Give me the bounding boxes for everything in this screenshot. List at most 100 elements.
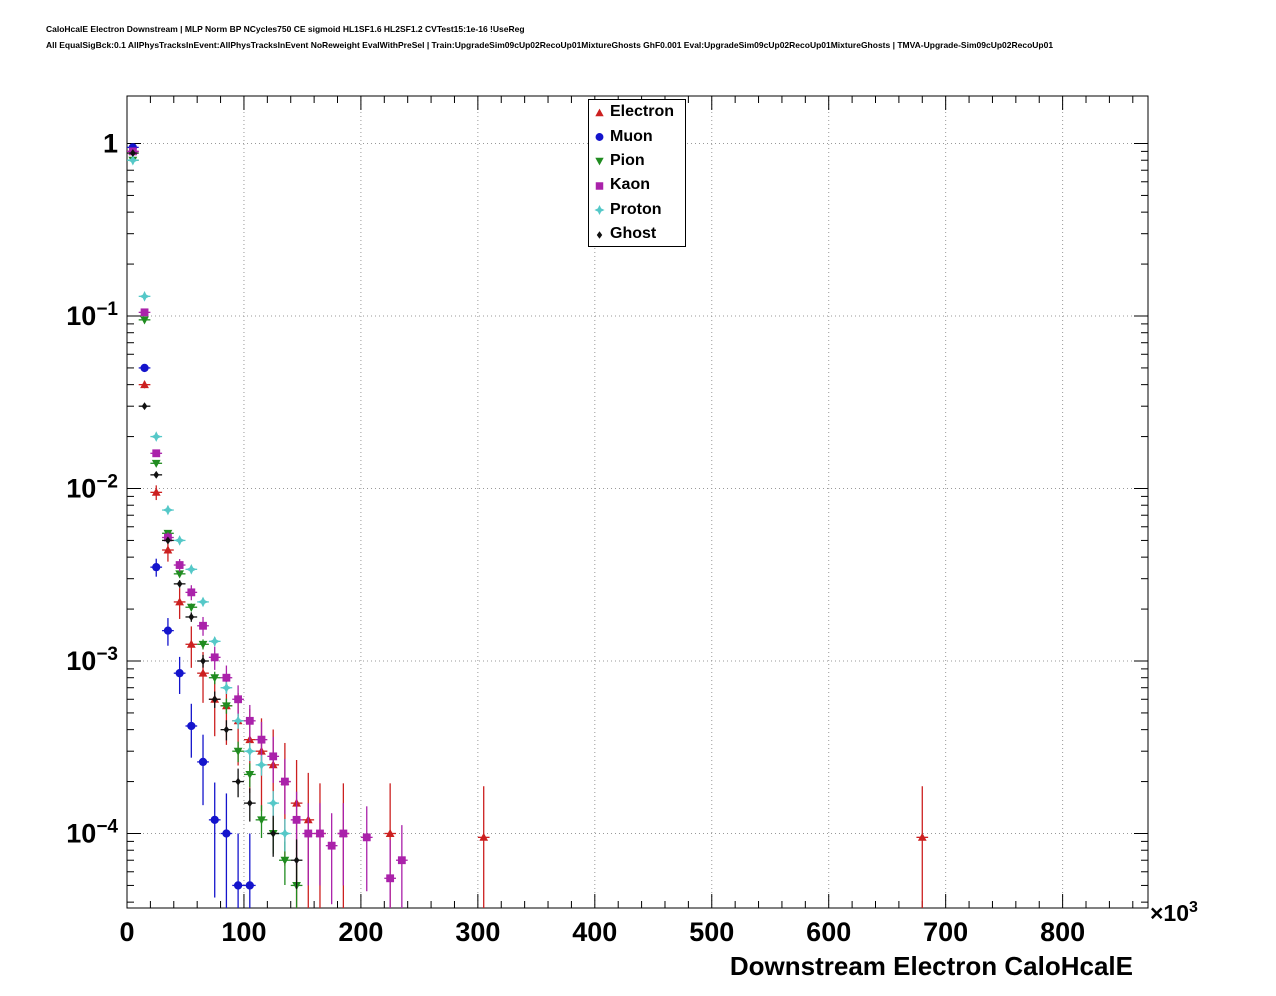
star-marker bbox=[174, 535, 185, 546]
square-marker bbox=[257, 735, 266, 744]
square-marker bbox=[269, 752, 278, 761]
circle-marker bbox=[175, 669, 184, 678]
series-proton bbox=[127, 154, 291, 852]
circle-marker bbox=[245, 881, 254, 890]
triangle-down-marker bbox=[151, 459, 161, 468]
square-marker bbox=[339, 829, 348, 838]
plot-title-line2: All EqualSigBck:0.1 AllPhysTracksInEvent… bbox=[46, 40, 1054, 50]
star-icon bbox=[594, 205, 605, 216]
circle-marker bbox=[187, 721, 196, 731]
triangle-up-icon bbox=[595, 108, 604, 116]
axis-labels: 1 10−1 10−2 10−3 10−4 0 100 200 300 400 500 600 700 8… bbox=[66, 129, 1198, 948]
triangle-up-marker bbox=[917, 832, 927, 841]
star-marker bbox=[232, 715, 244, 727]
y-tick-label: 10−2 bbox=[66, 472, 118, 504]
square-marker bbox=[362, 833, 371, 842]
triangle-down-icon bbox=[595, 158, 604, 166]
triangle-down-marker bbox=[140, 316, 149, 325]
diamond-marker bbox=[176, 579, 183, 588]
star-marker bbox=[244, 745, 256, 757]
triangle-down-marker bbox=[245, 770, 255, 780]
diamond-marker bbox=[235, 777, 241, 786]
y-tick-label: 10−3 bbox=[66, 644, 118, 676]
triangle-down-marker bbox=[175, 570, 184, 579]
square-marker bbox=[175, 561, 184, 569]
square-marker bbox=[222, 673, 231, 682]
triangle-up-marker bbox=[175, 597, 184, 606]
plot-frame bbox=[126, 95, 1149, 909]
x-axis-scale-label: ×103 bbox=[1150, 899, 1198, 926]
star-marker bbox=[256, 759, 267, 771]
star-marker bbox=[139, 291, 150, 302]
x-tick-label: 400 bbox=[572, 917, 617, 947]
triangle-down-marker bbox=[222, 702, 231, 711]
square-marker bbox=[187, 588, 196, 597]
star-marker bbox=[209, 636, 221, 647]
circle-marker bbox=[233, 881, 243, 890]
x-tick-label: 700 bbox=[923, 917, 968, 947]
circle-marker bbox=[595, 133, 604, 142]
star-marker bbox=[279, 828, 291, 839]
triangle-down-marker bbox=[233, 747, 243, 756]
legend-entry-pion: Pion bbox=[589, 149, 685, 173]
x-tick-label: 600 bbox=[806, 917, 851, 947]
circle-marker bbox=[163, 626, 173, 635]
triangle-down-marker bbox=[210, 674, 220, 683]
y-tick-label: 10−4 bbox=[66, 817, 118, 849]
x-tick-label: 0 bbox=[119, 917, 134, 947]
diamond-marker bbox=[211, 695, 218, 704]
triangle-up-marker bbox=[140, 380, 149, 389]
triangle-up-marker bbox=[151, 487, 161, 496]
legend-label: Ghost bbox=[610, 225, 657, 243]
star-marker bbox=[221, 682, 232, 694]
diamond-marker bbox=[153, 470, 160, 479]
legend-label: Electron bbox=[610, 103, 675, 121]
square-marker bbox=[304, 829, 313, 838]
diamond-marker bbox=[200, 657, 206, 665]
circle-marker bbox=[152, 563, 161, 572]
series-muon bbox=[127, 143, 256, 908]
triangle-down-marker bbox=[595, 158, 604, 166]
y-tick-label: 1 bbox=[103, 129, 118, 159]
star-marker bbox=[186, 564, 197, 575]
diamond-marker bbox=[141, 402, 148, 411]
star-marker bbox=[150, 431, 162, 442]
diamond-marker bbox=[293, 856, 300, 865]
x-tick-label: 500 bbox=[689, 917, 734, 947]
triangle-up-marker bbox=[479, 832, 489, 841]
series-ghost bbox=[127, 149, 303, 890]
triangle-up-marker bbox=[163, 545, 173, 554]
star-marker bbox=[162, 504, 174, 516]
square-marker bbox=[595, 182, 604, 190]
square-marker bbox=[316, 829, 324, 838]
square-marker bbox=[234, 695, 243, 704]
diamond-marker bbox=[165, 536, 171, 545]
legend-label: Muon bbox=[610, 127, 653, 145]
triangle-up-marker bbox=[198, 668, 208, 677]
star-marker bbox=[127, 154, 139, 166]
triangle-down-marker bbox=[280, 856, 290, 865]
diamond-marker bbox=[596, 230, 603, 239]
triangle-up-marker bbox=[385, 828, 395, 837]
triangle-up-marker bbox=[186, 639, 196, 648]
legend-entry-muon: Muon bbox=[589, 124, 685, 148]
x-tick-label: 800 bbox=[1040, 917, 1085, 947]
square-marker bbox=[327, 841, 336, 850]
square-marker bbox=[397, 856, 406, 865]
legend-entry-ghost: Ghost bbox=[589, 222, 685, 246]
plot-title-line1: CaloHcalE Electron Downstream | MLP Norm… bbox=[46, 24, 525, 34]
star-marker bbox=[197, 596, 209, 608]
x-tick-label: 200 bbox=[338, 917, 383, 947]
square-marker bbox=[152, 449, 161, 458]
diamond-marker bbox=[270, 829, 277, 838]
y-tick-label: 10−1 bbox=[66, 299, 118, 331]
legend-label: Pion bbox=[610, 151, 645, 169]
square-marker bbox=[199, 621, 207, 630]
triangle-down-marker bbox=[198, 640, 208, 649]
legend-entry-electron: Electron bbox=[589, 100, 685, 124]
diamond-marker bbox=[246, 799, 253, 808]
triangle-down-marker bbox=[186, 603, 196, 612]
x-tick-label: 300 bbox=[455, 917, 500, 947]
square-marker bbox=[140, 308, 149, 317]
circle-marker bbox=[210, 815, 219, 824]
